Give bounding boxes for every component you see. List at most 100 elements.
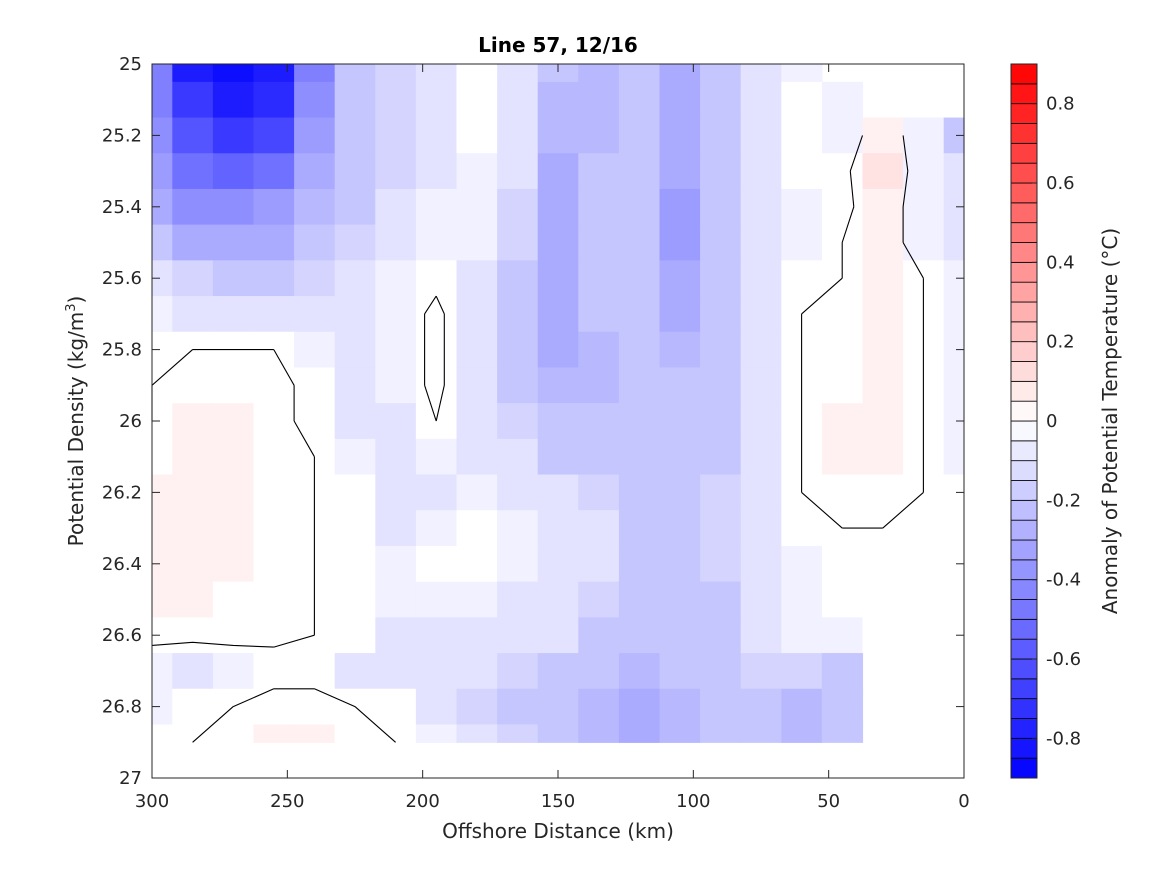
contour-cell xyxy=(943,331,965,369)
contour-cell xyxy=(578,367,620,404)
contour-cell xyxy=(415,474,458,511)
contour-cell xyxy=(334,224,376,261)
contour-cell xyxy=(152,510,173,547)
contour-cell xyxy=(497,188,539,226)
contour-cell xyxy=(497,367,539,404)
contour-cell xyxy=(456,64,498,83)
contour-cell xyxy=(294,224,336,261)
contour-cell xyxy=(659,653,701,690)
contour-cell xyxy=(497,260,539,297)
colorbar-band xyxy=(1010,718,1038,739)
contour-cell xyxy=(659,64,701,83)
colorbar-band xyxy=(1010,380,1038,402)
contour-cell xyxy=(943,510,965,547)
y-tick-label: 27 xyxy=(119,768,142,789)
contour-cell xyxy=(334,81,376,119)
contour-cell xyxy=(212,81,255,119)
contour-cell xyxy=(456,724,498,743)
contour-cell xyxy=(456,260,498,297)
contour-cell xyxy=(152,545,173,583)
contour-cell xyxy=(781,510,823,547)
contour-cell xyxy=(618,81,661,119)
contour-cell xyxy=(456,617,498,654)
contour-cell xyxy=(862,403,904,440)
contour-cell xyxy=(497,438,539,476)
x-axis-label: Offshore Distance (km) xyxy=(442,819,674,843)
contour-cell xyxy=(578,617,620,654)
contour-cell xyxy=(152,367,173,404)
contour-cell xyxy=(618,688,661,726)
contour-cell xyxy=(618,581,661,618)
contour-cell xyxy=(152,188,173,226)
contour-cell xyxy=(212,653,255,690)
contour-cell xyxy=(334,403,376,440)
colorbar-band xyxy=(1010,539,1038,561)
contour-cell xyxy=(334,153,376,190)
contour-cell xyxy=(212,260,255,297)
contour-cell xyxy=(943,617,965,654)
contour-cell xyxy=(152,688,173,726)
colorbar-band xyxy=(1010,400,1038,422)
contour-cell xyxy=(740,260,782,297)
contour-cell xyxy=(172,153,214,190)
contour-cell xyxy=(212,224,255,261)
contour-cell xyxy=(659,260,701,297)
contour-cell xyxy=(456,510,498,547)
contour-cell xyxy=(618,260,661,297)
contour-cell xyxy=(497,331,539,369)
contour-cell xyxy=(943,153,965,190)
colorbar-band xyxy=(1010,420,1038,442)
contour-cell xyxy=(700,117,742,154)
colorbar-band xyxy=(1010,579,1038,600)
contour-cell xyxy=(943,581,965,618)
contour-cell xyxy=(862,331,904,369)
contour-cell xyxy=(152,653,173,690)
contour-cell xyxy=(456,224,498,261)
x-tick-label: 200 xyxy=(405,791,439,812)
contour-cell xyxy=(781,117,823,154)
contour-cell xyxy=(294,81,336,119)
contour-cell xyxy=(943,296,965,333)
contour-cell xyxy=(862,545,904,583)
colorbar-band xyxy=(1010,182,1038,204)
contour-cell xyxy=(253,545,295,583)
contour-cell xyxy=(152,81,173,119)
contour-cell xyxy=(659,367,701,404)
contour-cell xyxy=(212,510,255,547)
colorbar-band xyxy=(1010,559,1038,581)
contour-cell xyxy=(659,153,701,190)
contour-cell xyxy=(700,64,742,83)
contour-cell xyxy=(862,260,904,297)
contour-cell xyxy=(537,403,579,440)
contour-cell xyxy=(375,545,417,583)
contour-cell xyxy=(172,64,214,83)
contour-cell xyxy=(618,474,661,511)
contour-cell xyxy=(700,331,742,369)
contour-cell xyxy=(294,403,336,440)
contour-cell xyxy=(152,581,173,618)
contour-cell xyxy=(456,367,498,404)
colorbar-tick-label: -0.4 xyxy=(1046,570,1081,591)
colorbar-bands xyxy=(1010,63,1038,779)
contour-cell xyxy=(212,367,255,404)
contour-cell xyxy=(253,64,295,83)
colorbar-tick-label: -0.2 xyxy=(1046,490,1081,511)
contour-cell xyxy=(659,688,701,726)
contour-cell xyxy=(903,224,945,261)
contour-cell xyxy=(152,438,173,476)
contour-cell xyxy=(659,474,701,511)
contour-cell xyxy=(862,296,904,333)
contour-cell xyxy=(375,724,417,743)
colorbar-band xyxy=(1010,678,1038,700)
contour-cell xyxy=(172,260,214,297)
colorbar-band xyxy=(1010,440,1038,462)
contour-cell xyxy=(172,296,214,333)
contour-cell xyxy=(172,403,214,440)
contour-cell xyxy=(781,260,823,297)
contour-cell xyxy=(700,296,742,333)
contour-cell xyxy=(700,653,742,690)
contour-cell xyxy=(415,224,458,261)
contour-cell xyxy=(375,581,417,618)
colorbar-band xyxy=(1010,519,1038,541)
contour-cell xyxy=(497,224,539,261)
